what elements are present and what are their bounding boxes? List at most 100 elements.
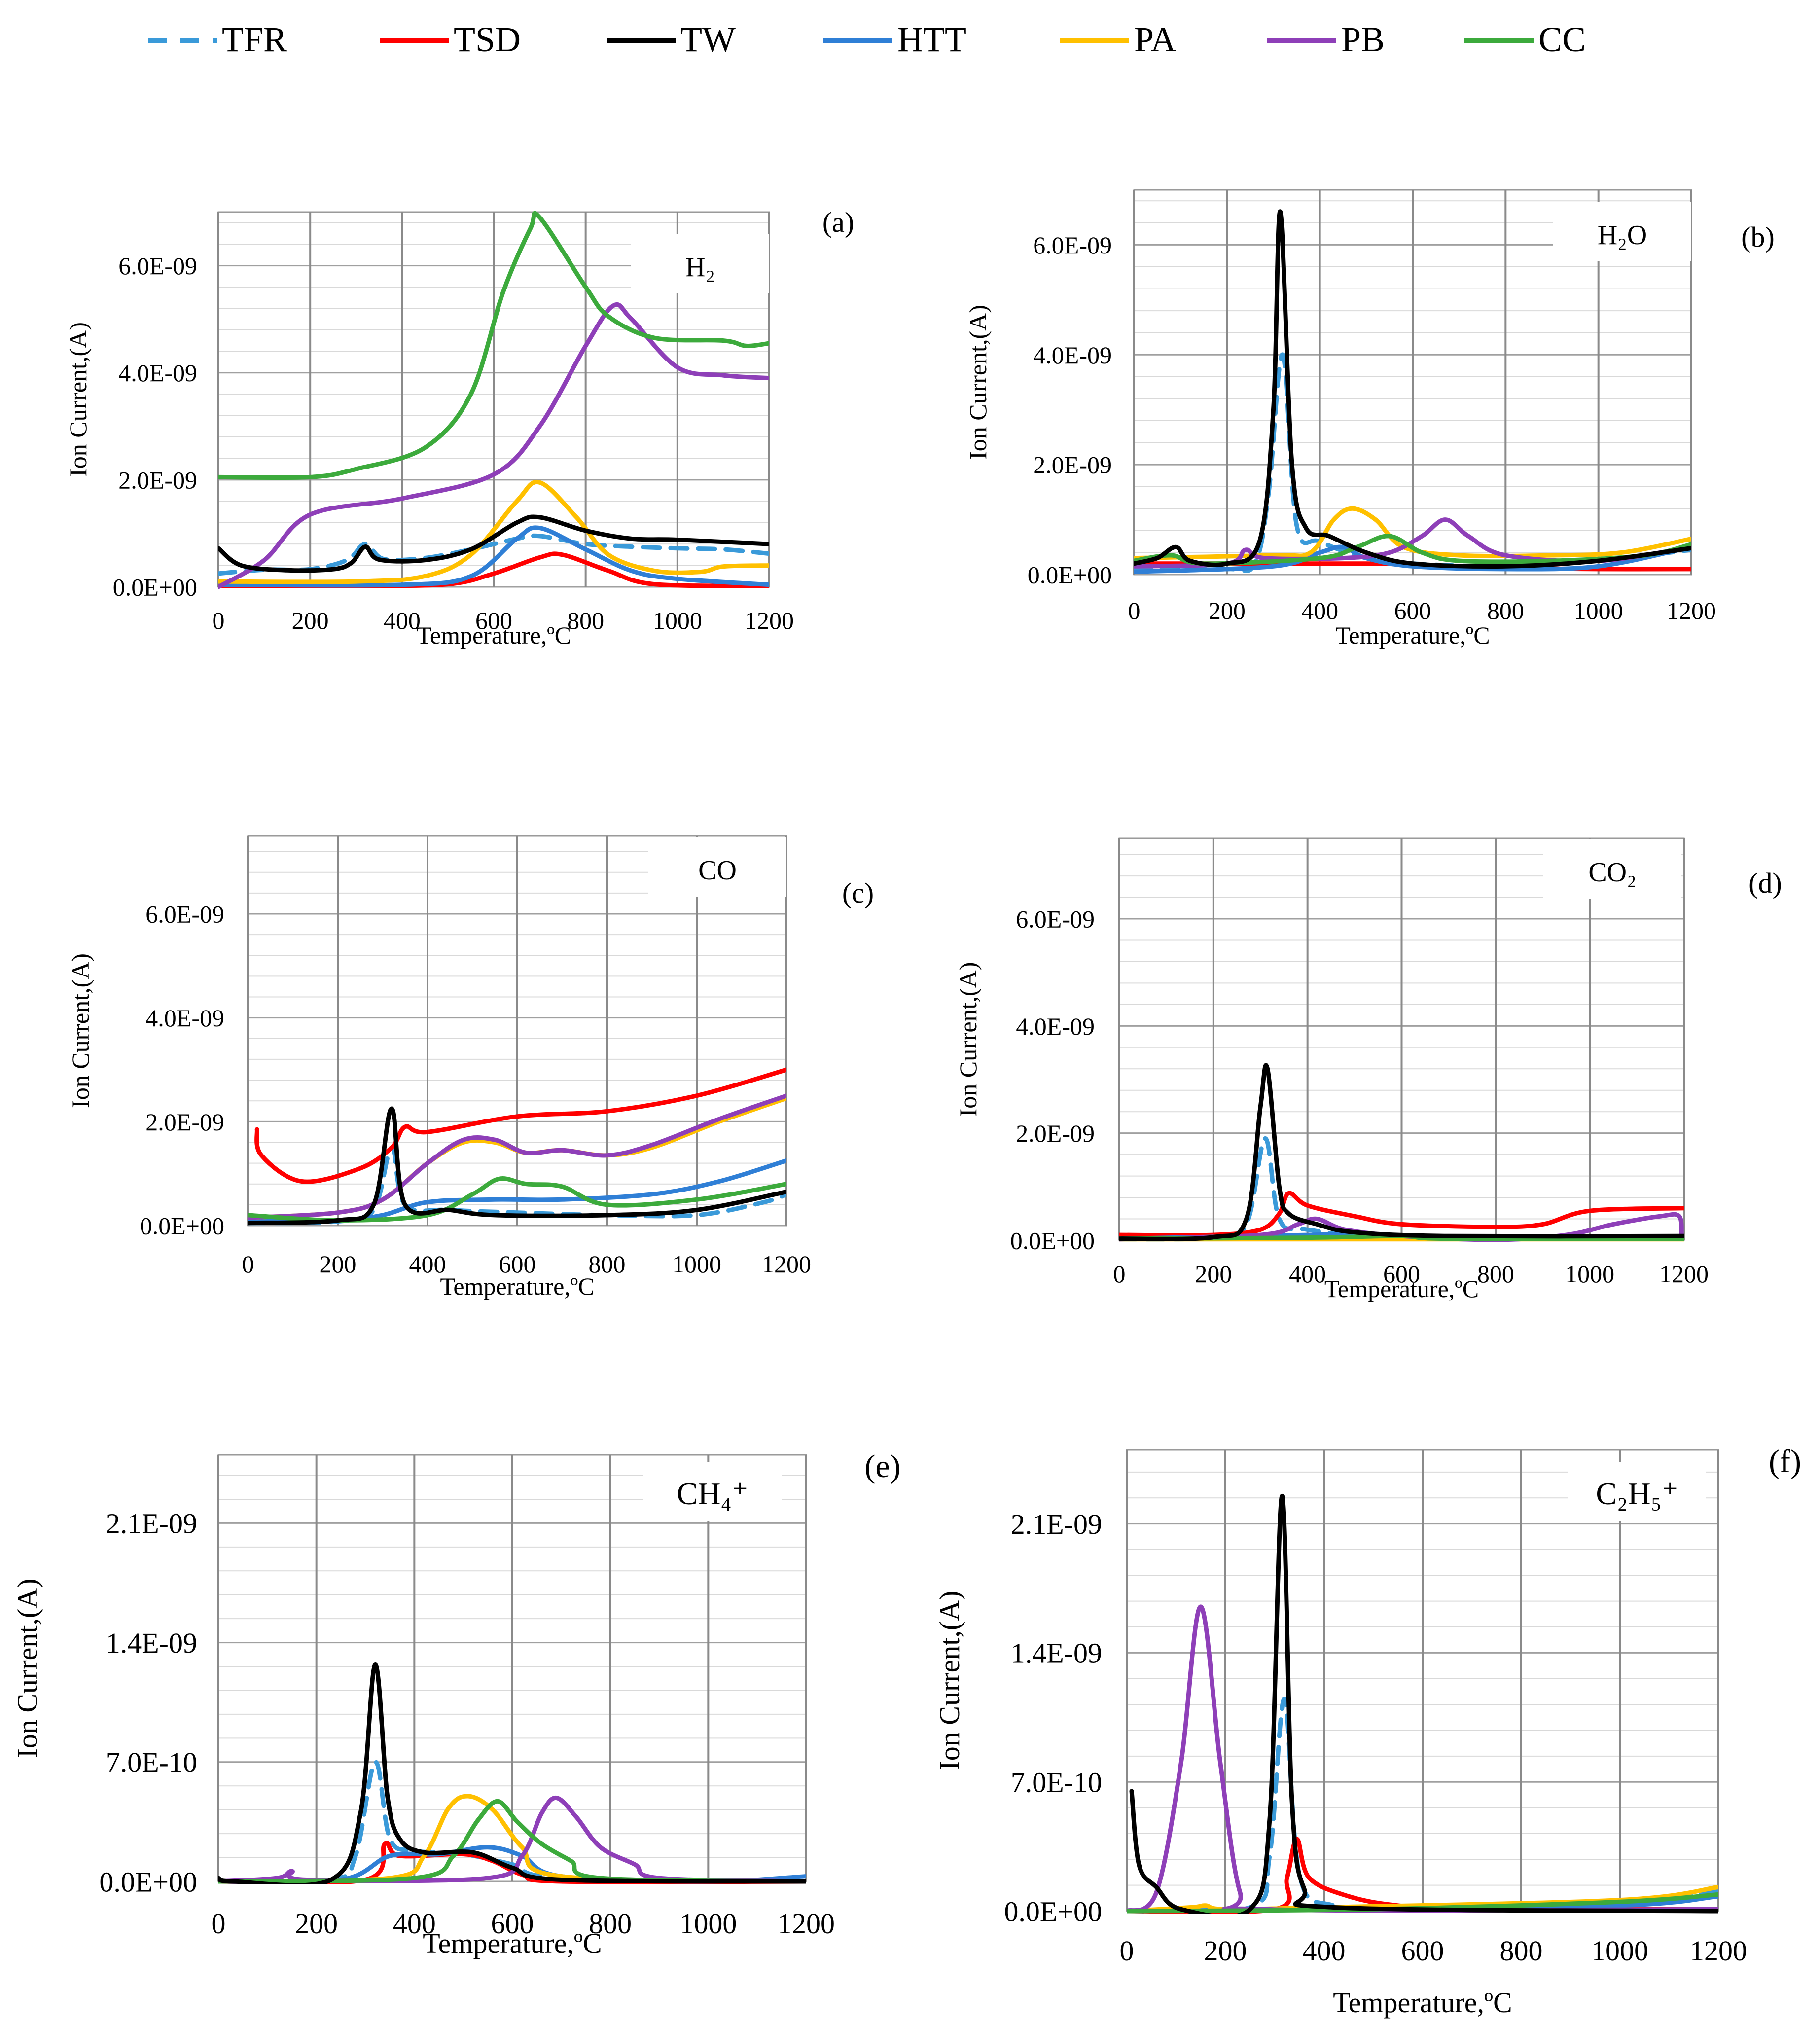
series-line-cc <box>218 211 769 480</box>
legend-item-cc: CC <box>1464 20 1586 59</box>
x-tick-label: 800 <box>1487 597 1524 624</box>
species-label: CO₂ <box>1588 857 1636 888</box>
x-tick-label: 800 <box>589 1250 626 1278</box>
y-tick-label: 4.0E-09 <box>1016 1012 1095 1040</box>
series-line-pb <box>248 1093 786 1220</box>
series-line-cc <box>1127 1892 1718 1914</box>
x-tick-label: 1000 <box>672 1250 721 1278</box>
species-label: H₂ <box>685 252 715 283</box>
x-tick-label: 200 <box>292 607 329 634</box>
y-tick-label: 0.0E+00 <box>1004 1895 1102 1927</box>
species-label: C₂H₅⁺ <box>1596 1476 1678 1511</box>
series-line-tsd <box>254 1067 786 1184</box>
y-tick-label: 0.0E+00 <box>99 1866 197 1898</box>
x-axis-label: Temperature,ºC <box>417 621 571 649</box>
x-tick-label: 400 <box>393 1908 436 1940</box>
x-tick-label: 400 <box>409 1250 446 1278</box>
legend-label: TW <box>680 20 736 59</box>
legend-item-tw: TW <box>607 20 736 59</box>
legend-label: TFR <box>222 20 287 59</box>
y-axis-label: Ion Current,(A) <box>11 1578 43 1758</box>
panel-label: (a) <box>822 206 854 238</box>
x-tick-label: 0 <box>242 1250 254 1278</box>
legend-item-tfr: TFR <box>148 20 287 59</box>
x-tick-label: 0 <box>212 1908 226 1940</box>
y-tick-label: 6.0E-09 <box>145 901 224 928</box>
legend-label: CC <box>1538 20 1586 59</box>
series-line-tw <box>248 1106 786 1226</box>
x-tick-label: 1000 <box>653 607 702 634</box>
chart-panel-b: H₂O 0.0E+00 2.0E-09 4.0E-09 6.0E-09 0 200 400 60… <box>964 189 1775 649</box>
series-line-tsd <box>1119 1191 1684 1238</box>
x-tick-label: 600 <box>1383 1260 1420 1288</box>
x-tick-label: 600 <box>499 1250 536 1278</box>
panel-label: (f) <box>1769 1444 1801 1480</box>
x-tick-label: 0 <box>213 607 225 634</box>
y-tick-label: 2.1E-09 <box>106 1508 197 1540</box>
y-tick-label: 4.0E-09 <box>1033 341 1112 369</box>
x-tick-label: 200 <box>1195 1260 1232 1288</box>
legend-item-tsd: TSD <box>380 20 521 59</box>
panel-label: (d) <box>1749 867 1782 899</box>
y-tick-label: 0.0E+00 <box>1028 561 1112 589</box>
y-tick-label: 0.0E+00 <box>1010 1227 1095 1255</box>
legend-label: PB <box>1341 20 1385 59</box>
x-tick-label: 1200 <box>778 1908 835 1940</box>
y-tick-label: 2.0E-09 <box>145 1108 224 1136</box>
x-tick-label: 1200 <box>1690 1935 1747 1967</box>
x-tick-label: 1200 <box>1659 1260 1709 1288</box>
species-label: CH₄⁺ <box>677 1476 749 1511</box>
y-tick-label: 1.4E-09 <box>106 1627 197 1659</box>
y-tick-label: 4.0E-09 <box>118 359 197 387</box>
x-tick-label: 200 <box>1209 597 1246 624</box>
x-tick-label: 800 <box>589 1908 632 1940</box>
y-tick-label: 7.0E-10 <box>1011 1767 1102 1799</box>
x-tick-label: 400 <box>1289 1260 1326 1288</box>
x-tick-label: 1000 <box>679 1908 737 1940</box>
panel-label: (b) <box>1741 221 1775 253</box>
x-tick-label: 800 <box>567 607 604 634</box>
legend-item-pa: PA <box>1060 20 1176 59</box>
y-tick-label: 0.0E+00 <box>113 574 197 601</box>
x-tick-label: 0 <box>1120 1935 1134 1967</box>
x-tick-label: 400 <box>384 607 421 634</box>
y-tick-label: 1.4E-09 <box>1011 1637 1102 1669</box>
x-axis-label: Temperature,ºC <box>440 1272 594 1300</box>
species-label-box <box>648 837 786 897</box>
x-tick-label: 400 <box>1301 597 1338 624</box>
chart-panel-a: H₂ 0.0E+00 2.0E-09 4.0E-09 6.0E-09 0 200 400 600… <box>64 206 854 649</box>
series-line-tw <box>218 514 769 573</box>
series-line-tw <box>1134 209 1691 569</box>
species-label-box <box>631 234 769 293</box>
y-tick-label: 2.0E-09 <box>118 466 197 494</box>
x-tick-label: 1000 <box>1565 1260 1614 1288</box>
species-label-box <box>1553 202 1691 261</box>
series-line-pa <box>1134 506 1691 561</box>
y-axis-label: Ion Current,(A) <box>933 1590 965 1770</box>
x-tick-label: 200 <box>295 1908 338 1940</box>
x-tick-label: 1000 <box>1591 1935 1648 1967</box>
x-tick-label: 600 <box>1401 1935 1444 1967</box>
x-axis-label: Temperature,ºC <box>1324 1275 1479 1302</box>
series-line-pa <box>218 479 769 584</box>
x-axis-label: Temperature,ºC <box>1333 1986 1512 2019</box>
series-line-cc <box>218 1799 806 1884</box>
series-line-tw <box>218 1662 806 1884</box>
series-line-tw <box>1119 1063 1684 1241</box>
y-tick-label: 2.1E-09 <box>1011 1508 1102 1540</box>
series-line-tw <box>1129 1493 1718 1914</box>
chart-legend: TFR TSD TW HTT PA PB CC <box>148 20 1586 59</box>
x-tick-label: 800 <box>1500 1935 1543 1967</box>
y-axis-label: Ion Current,(A) <box>67 953 94 1108</box>
chart-panel-c: CO 0.0E+00 2.0E-09 4.0E-09 6.0E-09 0 200 400 600… <box>67 835 874 1300</box>
x-tick-label: 0 <box>1113 1260 1126 1288</box>
chart-panel-d: CO₂ 0.0E+00 2.0E-09 4.0E-09 6.0E-09 0 200 400 60… <box>954 837 1782 1302</box>
y-axis-label: Ion Current,(A) <box>64 322 92 477</box>
species-label-box <box>1543 839 1681 899</box>
species-label-box <box>643 1462 782 1521</box>
x-tick-label: 1000 <box>1574 597 1623 624</box>
x-tick-label: 1200 <box>1667 597 1716 624</box>
x-tick-label: 600 <box>491 1908 534 1940</box>
legend-label: TSD <box>454 20 521 59</box>
